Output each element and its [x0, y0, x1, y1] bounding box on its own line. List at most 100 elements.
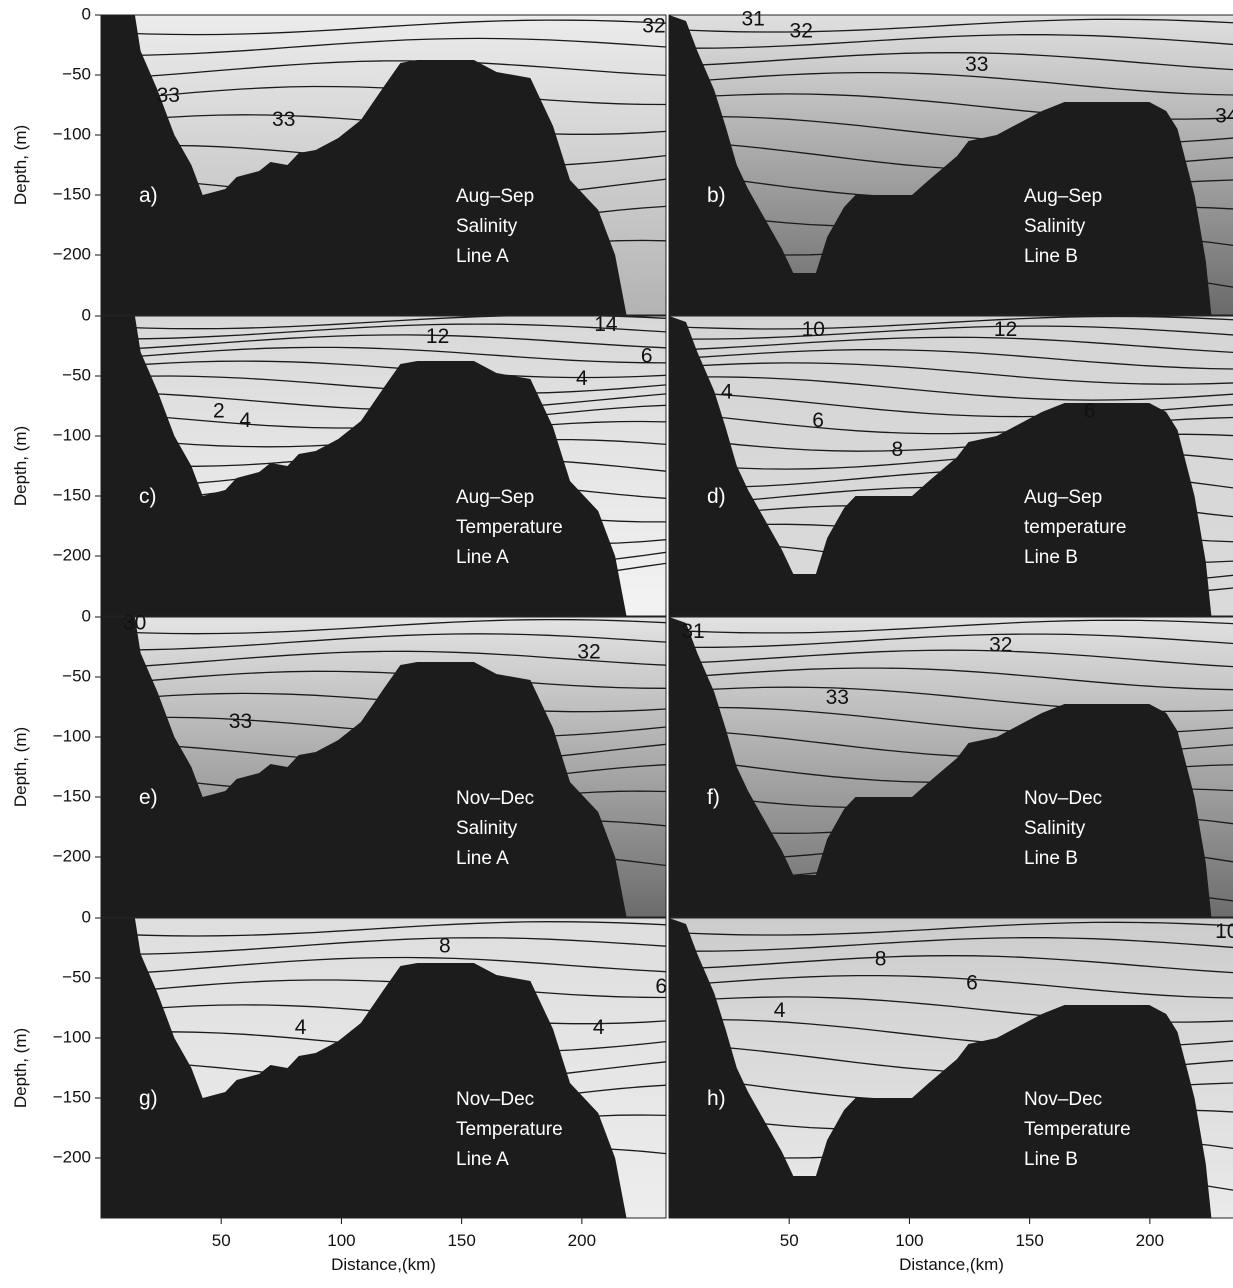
y-axis-label: Depth, (m)	[11, 1028, 30, 1108]
panel-letter: a)	[139, 184, 158, 207]
y-tick-label: −100	[53, 1027, 91, 1046]
contour-value-label: 10	[802, 318, 825, 341]
y-tick-label: −200	[53, 1147, 91, 1166]
bathymetry	[101, 15, 627, 315]
bathymetry	[101, 316, 627, 616]
contour-value-label: 4	[721, 380, 733, 403]
panel-letter: h)	[707, 1087, 726, 1110]
contour-value-label: 33	[157, 84, 180, 107]
x-tick-label: 150	[1015, 1231, 1043, 1250]
contour-value-label: 12	[426, 325, 449, 348]
panel-caption-line: Aug–Sep	[1024, 186, 1102, 207]
panel-letter: c)	[139, 485, 157, 508]
panel-caption-line: Line A	[456, 848, 509, 869]
x-tick-label: 150	[447, 1231, 475, 1250]
panel-frame	[668, 917, 1233, 1219]
y-tick-label: −50	[62, 365, 91, 384]
y-axis-label: Depth, (m)	[11, 125, 30, 205]
contour-line	[669, 633, 1233, 649]
x-tick-label: 200	[568, 1231, 596, 1250]
panel-caption-line: Line B	[1024, 848, 1078, 869]
contour-value-label: 4	[576, 367, 588, 390]
contour-line	[101, 60, 666, 80]
contour-value-label: 6	[1084, 400, 1096, 423]
contour-value-label: 4	[774, 999, 786, 1022]
panel-caption-line: Line B	[1024, 1149, 1078, 1170]
contour-line	[669, 955, 1233, 974]
panel-caption-line: Nov–Dec	[1024, 788, 1102, 809]
contour-line	[101, 956, 666, 976]
contour-line	[101, 316, 666, 330]
panel-caption-line: Temperature	[1024, 1119, 1131, 1140]
panel-caption-line: Aug–Sep	[1024, 487, 1102, 508]
y-tick-label: −100	[53, 425, 91, 444]
contour-value-label: 8	[875, 948, 887, 971]
panel-frame	[668, 616, 1233, 918]
bathymetry	[101, 617, 627, 917]
contour-line	[669, 667, 1233, 691]
x-tick-label: 100	[327, 1231, 355, 1250]
y-tick-label: −200	[53, 545, 91, 564]
y-tick-label: −200	[53, 846, 91, 865]
panel-frame	[100, 917, 667, 1219]
panel-caption-line: Line B	[1024, 246, 1078, 267]
contour-line	[669, 52, 1233, 71]
contour-line	[669, 71, 1233, 96]
panel-caption-line: Nov–Dec	[456, 788, 534, 809]
y-tick-label: −150	[53, 786, 91, 805]
panel-caption-line: Line A	[456, 246, 509, 267]
panel-frame	[668, 315, 1233, 617]
x-axis-label: Distance,(km)	[331, 1255, 436, 1274]
y-axis-label: Depth, (m)	[11, 727, 30, 807]
contour-line	[101, 979, 666, 999]
contour-line	[101, 670, 666, 689]
contour-line	[101, 37, 666, 57]
panel-letter: b)	[707, 184, 726, 207]
contour-line	[669, 336, 1233, 353]
panel-caption-line: Salinity	[456, 818, 518, 839]
panel-e: 30 32 33 e) Nov–Dec Salinity Line A 0 −50 −100 −15…	[11, 606, 667, 918]
y-tick-label: −50	[62, 967, 91, 986]
contour-line	[101, 334, 666, 351]
panel-caption-line: temperature	[1024, 517, 1126, 538]
contour-value-label: 33	[965, 53, 988, 76]
panel-f: 31 32 33 f) Nov–Dec Salinity Line B	[668, 616, 1233, 918]
contour-value-label: 31	[741, 7, 764, 30]
contour-line	[669, 974, 1233, 999]
y-tick-label: −150	[53, 485, 91, 504]
panel-caption-line: Temperature	[456, 517, 563, 538]
contour-line	[669, 619, 1233, 634]
y-tick-label: −150	[53, 1087, 91, 1106]
y-tick-label: −50	[62, 64, 91, 83]
panel-frame	[100, 315, 667, 617]
contour-line	[669, 921, 1233, 936]
panel-caption-line: Aug–Sep	[456, 487, 534, 508]
contour-line	[101, 921, 666, 937]
contour-value-label: 33	[229, 710, 252, 733]
contour-value-label: 6	[812, 409, 824, 432]
y-tick-label: −50	[62, 666, 91, 685]
contour-value-label: 2	[213, 400, 225, 423]
contour-value-label: 32	[989, 633, 1012, 656]
panel-caption-line: Line A	[456, 1149, 509, 1170]
contour-value-label: 34	[1215, 105, 1233, 128]
y-tick-label: 0	[82, 606, 91, 625]
x-axis-label: Distance,(km)	[899, 1255, 1004, 1274]
panel-a: 32 33 33 a) Aug–Sep Salinity Line A 0 −50 −100 −15…	[11, 4, 667, 316]
panel-letter: d)	[707, 485, 726, 508]
contour-value-label: 32	[577, 641, 600, 664]
contour-value-label: 8	[439, 934, 451, 957]
contour-line	[669, 18, 1233, 33]
contour-line	[101, 346, 666, 364]
panel-frame	[100, 616, 667, 918]
contour-value-label: 6	[966, 972, 978, 995]
contour-value-label: 4	[593, 1016, 605, 1039]
contour-value-label: 4	[295, 1016, 307, 1039]
x-tick-label: 50	[780, 1231, 799, 1250]
contour-value-label: 32	[790, 19, 813, 42]
contour-value-label: 33	[826, 686, 849, 709]
panel-frame	[668, 14, 1233, 316]
y-tick-label: −100	[53, 726, 91, 745]
x-tick-label: 100	[895, 1231, 923, 1250]
